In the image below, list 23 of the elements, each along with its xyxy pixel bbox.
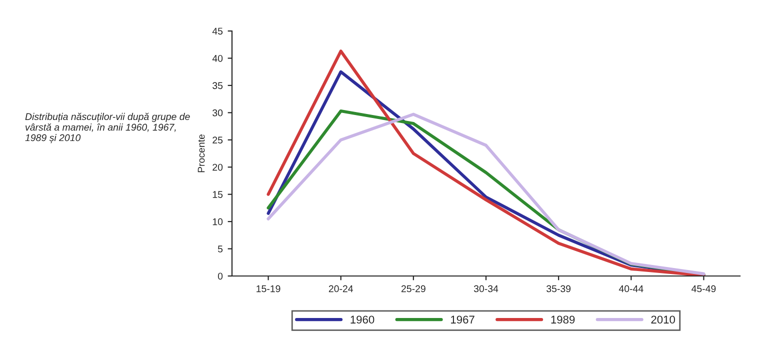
y-tick-label: 45 [212, 28, 223, 35]
x-tick-label: 25-29 [401, 285, 426, 292]
legend-label: 1989 [551, 316, 575, 324]
y-tick-label: 40 [212, 54, 223, 62]
y-tick-label: 30 [212, 109, 223, 116]
x-tick-label: 15-19 [256, 285, 280, 292]
y-tick-label: 0 [218, 272, 223, 280]
y-tick-label: 15 [212, 191, 223, 198]
text: Distribuția născuților-vii după grupe de vârstă a mamei, în anii 1960, 1967, 1989 și 2010 [25, 112, 190, 144]
y-tick-label: 20 [212, 164, 223, 171]
legend-label: 1960 [350, 316, 374, 324]
x-tick-label: 40-44 [618, 285, 644, 292]
x-tick-label: 20-24 [328, 285, 354, 292]
x-tick-label: 45-49 [692, 285, 716, 292]
y-tick-label: 10 [212, 218, 223, 226]
legend-label: 1967 [451, 316, 474, 324]
legend-label: 2010 [651, 316, 675, 324]
y-axis-title: Procente [198, 134, 205, 172]
y-tick-label: 35 [212, 82, 223, 90]
y-tick-label: 5 [218, 246, 223, 252]
x-tick-label: 35-39 [546, 285, 571, 292]
y-tick-label: 25 [212, 136, 223, 144]
x-tick-label: 30-34 [474, 285, 498, 292]
